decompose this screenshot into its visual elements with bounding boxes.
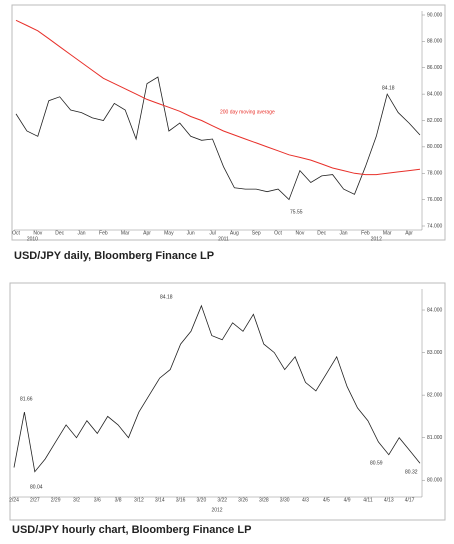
- year-label: 2011: [218, 236, 229, 242]
- x-tick-label: Apr: [405, 230, 413, 236]
- y-tick-label: 82.000: [427, 118, 443, 124]
- x-tick-label: Dec: [55, 230, 64, 236]
- x-tick-label: 2/24: [9, 497, 19, 503]
- y-tick-label: 86.000: [427, 65, 443, 71]
- caption: USD/JPY daily, Bloomberg Finance LP: [14, 250, 214, 262]
- y-tick-label: 84.000: [427, 91, 443, 97]
- y-tick-label: 80.000: [427, 144, 443, 150]
- annotation: 80.59: [370, 460, 383, 466]
- year-label: 2012: [211, 507, 222, 513]
- x-tick-label: Dec: [317, 230, 326, 236]
- x-tick-label: May: [164, 230, 174, 236]
- year-label: 2012: [371, 236, 382, 242]
- annotation: 75.55: [290, 209, 303, 215]
- x-tick-label: 2/27: [30, 497, 40, 503]
- x-tick-label: 4/5: [323, 497, 330, 503]
- x-tick-label: 3/8: [115, 497, 122, 503]
- x-tick-label: 3/30: [280, 497, 290, 503]
- y-tick-label: 88.000: [427, 39, 443, 45]
- y-tick-label: 81.000: [427, 435, 443, 441]
- series-label: 200 day moving average: [220, 109, 275, 115]
- x-tick-label: 3/6: [94, 497, 101, 503]
- x-tick-label: Jan: [77, 230, 85, 236]
- x-tick-label: 2/29: [51, 497, 61, 503]
- price-line: [15, 76, 421, 201]
- annotation: 80.32: [405, 469, 418, 475]
- annotation: 81.66: [20, 396, 33, 402]
- y-tick-label: 90.000: [427, 12, 443, 18]
- y-tick-label: 82.000: [427, 392, 443, 398]
- x-tick-label: 3/12: [134, 497, 144, 503]
- annotation: 84.18: [160, 294, 173, 300]
- x-tick-label: 3/2: [73, 497, 80, 503]
- x-tick-label: 4/11: [363, 497, 373, 503]
- x-tick-label: 3/28: [259, 497, 269, 503]
- x-tick-label: Feb: [361, 230, 370, 236]
- year-label: 2010: [27, 236, 38, 242]
- y-tick-label: 76.000: [427, 197, 443, 203]
- chart-frame: [11, 4, 446, 241]
- x-tick-label: 3/14: [155, 497, 165, 503]
- x-tick-label: 3/20: [197, 497, 207, 503]
- y-tick-label: 78.000: [427, 171, 443, 177]
- caption: USD/JPY hourly chart, Bloomberg Finance …: [12, 524, 251, 536]
- x-tick-label: Nov: [295, 230, 304, 236]
- y-tick-label: 84.000: [427, 307, 443, 313]
- x-tick-label: Mar: [383, 230, 392, 236]
- x-tick-label: Feb: [99, 230, 108, 236]
- price-line: [15, 19, 421, 176]
- x-tick-label: Nov: [33, 230, 42, 236]
- annotation: 80.04: [30, 484, 43, 490]
- x-tick-label: 4/13: [384, 497, 394, 503]
- y-tick-label: 80.000: [427, 478, 443, 484]
- x-tick-label: Jan: [340, 230, 348, 236]
- y-tick-label: 83.000: [427, 350, 443, 356]
- chart-frame: [9, 282, 446, 521]
- price-line: [13, 304, 421, 473]
- x-tick-label: 3/16: [176, 497, 186, 503]
- x-tick-label: Aug: [230, 230, 239, 236]
- x-tick-label: Oct: [12, 230, 20, 236]
- y-tick-label: 74.000: [427, 223, 443, 229]
- x-tick-label: Apr: [143, 230, 151, 236]
- x-tick-label: Jun: [187, 230, 195, 236]
- x-tick-label: 4/17: [405, 497, 415, 503]
- x-tick-label: 4/9: [344, 497, 351, 503]
- x-tick-label: 3/26: [238, 497, 248, 503]
- x-tick-label: Sep: [252, 230, 261, 236]
- annotation: 84.18: [382, 85, 395, 91]
- x-tick-label: Mar: [121, 230, 130, 236]
- x-tick-label: Oct: [274, 230, 282, 236]
- x-tick-label: 4/3: [302, 497, 309, 503]
- x-tick-label: 3/22: [217, 497, 227, 503]
- x-tick-label: Jul: [209, 230, 215, 236]
